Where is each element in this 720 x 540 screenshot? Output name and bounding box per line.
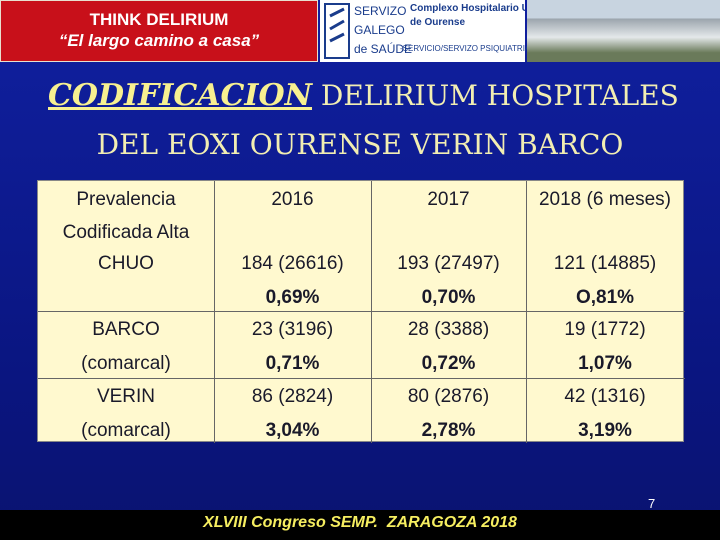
title: DEL EOXI OURENSE VERIN BARCO xyxy=(96,128,624,161)
logo-icon xyxy=(324,3,350,59)
header-cell: Prevalencia xyxy=(76,189,176,210)
badge-line: THINK DELIRIUM xyxy=(89,10,229,29)
row-label: (comarcal) xyxy=(81,420,171,441)
cell-percent: 3,04% xyxy=(265,420,320,441)
cell-count: 86 (2824) xyxy=(251,386,334,407)
header-cell: 2018 (6 meses) xyxy=(538,189,671,210)
cell-percent: 3,19% xyxy=(578,420,632,441)
cell-count: 121 (14885) xyxy=(553,253,657,274)
title-emphasis: CODIFICACION xyxy=(48,78,313,113)
logo-text: Complexo Hospitalario Universitario xyxy=(410,3,525,14)
column-line xyxy=(214,181,215,443)
cell-count: 193 (27497) xyxy=(397,253,500,274)
logo-text: GALEGO xyxy=(354,23,405,37)
building-photo xyxy=(527,0,720,62)
column-line xyxy=(371,181,372,443)
cell-count: 184 (26616) xyxy=(241,253,344,274)
header-cell: Codificada Alta xyxy=(62,222,190,243)
cell-count: 23 (3196) xyxy=(251,319,334,340)
cell-percent: O,81% xyxy=(575,287,635,308)
title: DELIRIUM HOSPITALES xyxy=(320,79,679,112)
cell-percent: 0,71% xyxy=(265,353,320,374)
cell-count: 42 (1316) xyxy=(564,386,646,407)
footer-text: XLVIII Congreso SEMP. ZARAGOZA 2018 xyxy=(203,514,517,531)
row-label: BARCO xyxy=(92,319,160,340)
header-cell: 2016 xyxy=(271,189,314,210)
cell-count: 28 (3388) xyxy=(407,319,490,340)
row-label: CHUO xyxy=(98,253,154,274)
badge: THINK DELIRIUM “El largo camino a casa” xyxy=(0,0,318,62)
logo-text: SERVIZO xyxy=(354,4,407,18)
logo-text: de Ourense xyxy=(410,17,466,28)
cell-count: 19 (1772) xyxy=(564,319,646,340)
row-line xyxy=(38,378,685,379)
cell-count: 80 (2876) xyxy=(407,386,490,407)
cell-percent: 0,70% xyxy=(421,287,476,308)
footer-bar xyxy=(0,510,720,540)
cell-percent: 0,72% xyxy=(421,353,476,374)
row-line xyxy=(38,311,685,312)
header-cell: 2017 xyxy=(427,189,470,210)
logo-text: -SERVICIO/SERVIZO PSIQUIATRIA xyxy=(400,44,531,53)
badge-line: “El largo camino a casa” xyxy=(58,31,260,50)
cell-percent: 1,07% xyxy=(578,353,632,374)
cell-percent: 0,69% xyxy=(265,287,320,308)
row-label: VERIN xyxy=(96,386,156,407)
cell-percent: 2,78% xyxy=(421,420,476,441)
page-number: 7 xyxy=(648,496,656,511)
row-label: (comarcal) xyxy=(81,353,171,374)
column-line xyxy=(526,181,527,443)
table: Prevalencia Codificada Alta 2016 2017 2018 (… xyxy=(37,180,685,443)
logo-text: de SAÚDE xyxy=(354,42,413,56)
logo: SERVIZO GALEGO de SAÚDE Complexo Hospitala… xyxy=(320,0,530,62)
